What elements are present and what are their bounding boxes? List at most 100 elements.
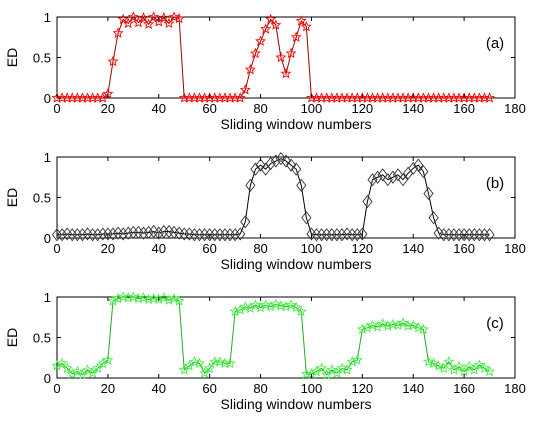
x-tick-label: 80 [253, 101, 267, 116]
data-point [173, 12, 185, 24]
panel-label: (b) [486, 175, 504, 192]
data-point [377, 168, 388, 182]
plot-frame [56, 156, 516, 239]
y-axis-label: ED [4, 188, 20, 207]
data-point [280, 67, 292, 79]
data-point [484, 228, 495, 242]
data-point [459, 228, 470, 242]
data-point [112, 292, 124, 304]
data-point [418, 164, 429, 179]
data-point [321, 228, 332, 242]
data-point [417, 323, 429, 335]
x-tick-label: 160 [453, 241, 475, 256]
data-point [77, 228, 88, 242]
data-point [163, 294, 175, 305]
data-point [362, 194, 373, 209]
y-tick-label: 1 [44, 290, 51, 305]
x-tick-label: 40 [152, 241, 166, 256]
data-point [275, 152, 286, 166]
data-point [295, 15, 307, 26]
data-point [224, 357, 236, 369]
data-point [178, 364, 190, 375]
data-point [280, 154, 292, 168]
data-point [301, 211, 312, 225]
data-point [224, 228, 236, 242]
data-point [122, 17, 134, 29]
data-point [285, 299, 297, 310]
y-axis-label: ED [4, 328, 20, 347]
panel-label: (a) [486, 35, 504, 52]
data-point [453, 360, 465, 372]
data-point [122, 292, 134, 303]
data-point [265, 156, 276, 171]
x-tick-label: 0 [53, 101, 60, 116]
data-point [367, 173, 378, 187]
x-tick-label: 100 [301, 241, 323, 256]
data-point [245, 178, 256, 192]
data-point [270, 298, 282, 309]
data-point [138, 226, 149, 240]
data-point [260, 23, 272, 34]
data-point [143, 18, 155, 29]
y-tick-label: 0.5 [33, 51, 51, 66]
data-point [107, 55, 119, 67]
data-point [163, 17, 175, 29]
data-point [214, 228, 225, 242]
data-point [397, 317, 409, 328]
x-tick-label: 140 [402, 101, 424, 116]
data-point [473, 359, 485, 370]
x-axis-label: Sliding window numbers [221, 116, 372, 132]
data-point [372, 170, 383, 184]
data-point [199, 228, 210, 242]
data-point [92, 228, 103, 242]
y-tick-label: 0 [44, 371, 51, 386]
data-point [168, 292, 180, 304]
data-point [179, 227, 190, 241]
data-point [464, 228, 475, 242]
x-tick-label: 20 [101, 101, 115, 116]
data-point [265, 13, 277, 25]
data-point [189, 228, 200, 242]
data-point [422, 356, 434, 367]
data-point [382, 320, 394, 331]
data-point [397, 173, 409, 187]
data-point [143, 225, 154, 239]
data-point [255, 35, 267, 46]
data-point [316, 362, 328, 373]
data-point [127, 11, 139, 22]
data-point [280, 300, 292, 312]
data-point [443, 228, 454, 242]
data-point [377, 317, 389, 329]
x-axis-label: Sliding window numbers [221, 256, 372, 272]
data-point [71, 365, 83, 377]
data-point [194, 228, 205, 242]
data-point [128, 225, 139, 239]
data-point [413, 158, 424, 172]
data-point [117, 13, 129, 25]
data-point [352, 228, 363, 242]
data-point [153, 16, 165, 27]
panel-label: (c) [486, 315, 504, 332]
data-point [102, 227, 113, 241]
data-point [67, 228, 78, 242]
data-point [357, 227, 368, 241]
data-point [193, 357, 205, 369]
data-point [295, 305, 307, 317]
data-point [158, 12, 170, 23]
data-point [249, 47, 261, 59]
data-point [153, 226, 164, 240]
data-point [290, 31, 302, 42]
data-point [82, 364, 94, 375]
data-point [296, 178, 307, 192]
x-tick-label: 140 [402, 241, 424, 256]
data-point [153, 293, 165, 305]
data-point [102, 354, 114, 365]
plot-frame [56, 16, 516, 99]
data-point [168, 11, 180, 22]
data-point [244, 63, 256, 75]
data-point [300, 20, 312, 32]
data-point [291, 162, 302, 176]
data-point [107, 227, 119, 241]
data-point [123, 226, 134, 240]
